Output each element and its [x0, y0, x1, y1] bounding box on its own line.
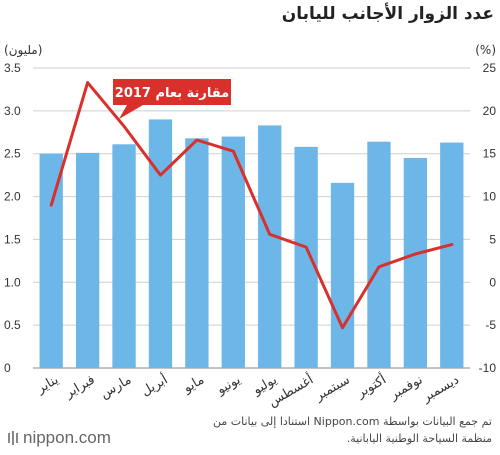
right-tick-label: 25 [483, 61, 497, 75]
nippon-logo[interactable]: nippon.com [8, 428, 111, 448]
x-category-label: أكتوبر [353, 371, 389, 402]
source-note: تم جمع البيانات بواسطة Nippon.com استناد… [213, 415, 492, 445]
right-tick-label: 20 [483, 104, 497, 118]
x-category-label: أبريل [138, 371, 171, 400]
line-series [49, 81, 454, 330]
bar [148, 119, 173, 368]
bar [39, 153, 63, 368]
legend-pointer [119, 105, 143, 119]
x-category-label: مارس [98, 372, 134, 402]
bar [367, 141, 391, 368]
line-path [49, 81, 454, 330]
bar [403, 158, 428, 368]
legend-box [113, 79, 231, 105]
left-tick-label: 2.5 [4, 147, 21, 161]
right-tick-label: 10 [483, 190, 497, 204]
logo-mark-icon [8, 431, 18, 445]
right-tick-label: 5 [489, 232, 496, 246]
bar [258, 125, 282, 368]
bar [330, 182, 355, 368]
x-category-label: يونيو [214, 372, 244, 398]
x-category-label: مايو [180, 372, 207, 396]
x-category-label: سبتمبر [312, 372, 353, 404]
x-category-label: نوفمبر [387, 372, 426, 403]
x-category-label: فبراير [62, 372, 98, 401]
left-tick-label: 2.0 [4, 190, 21, 204]
right-unit-label: (%) [475, 43, 496, 57]
left-tick-label: 0 [4, 361, 11, 375]
x-category-label: ديسمبر [419, 372, 462, 405]
bars [39, 119, 464, 368]
right-tick-label: -10 [479, 361, 497, 375]
legend: مقارنة بعام 2017 [113, 79, 231, 119]
left-tick-label: 3.0 [4, 104, 21, 118]
left-tick-label: 1.5 [4, 232, 21, 246]
chart-title: عدد الزوار الأجانب لليابان [281, 4, 494, 24]
bar [185, 138, 209, 368]
bar [75, 152, 100, 368]
left-tick-label: 3.5 [4, 61, 21, 75]
left-tick-label: 0.5 [4, 318, 21, 332]
bar [112, 144, 136, 368]
bar [221, 136, 245, 368]
left-unit-label: (مليون) [4, 43, 42, 58]
right-tick-label: 0 [489, 275, 496, 289]
bar [294, 146, 318, 368]
right-tick-label: -5 [485, 318, 496, 332]
grid [33, 67, 470, 369]
left-tick-label: 1.0 [4, 275, 21, 289]
logo-text: nippon.com [23, 428, 111, 447]
x-category-label: يناير [34, 372, 62, 397]
chart-svg: 0 0.5 1.0 1.5 2.0 2.5 3.0 3.5 -10 -5 0 5 10 15 20 25 (مل… [4, 43, 497, 410]
legend-label: مقارنة بعام 2017 [115, 86, 229, 101]
right-tick-label: 15 [483, 147, 497, 161]
bar [440, 142, 464, 368]
